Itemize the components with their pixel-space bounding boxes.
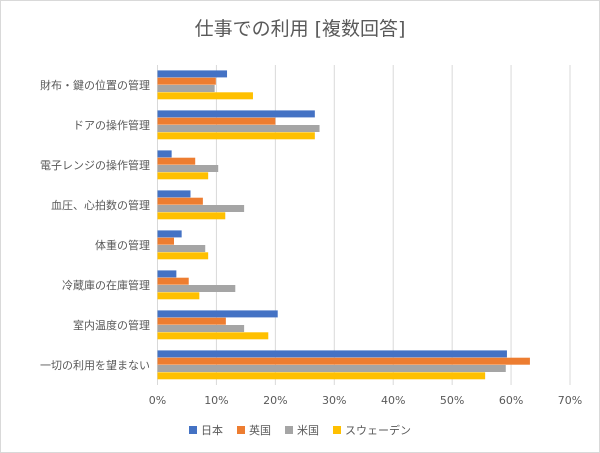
category-label: 財布・鍵の位置の管理 — [40, 78, 150, 92]
bar-米国 — [157, 285, 236, 292]
bar-日本 — [157, 270, 177, 278]
bar-英国 — [157, 317, 226, 325]
bar-スウェーデン — [157, 372, 486, 380]
bar-米国 — [157, 245, 206, 252]
bar-米国 — [157, 365, 506, 372]
bar-英国 — [157, 277, 189, 285]
bar-スウェーデン — [157, 292, 200, 300]
bar-米国 — [157, 325, 245, 332]
bar-スウェーデン — [157, 212, 226, 220]
legend-item: 英国 — [237, 422, 271, 438]
category-label: 体重の管理 — [95, 238, 150, 252]
bar-英国 — [157, 117, 276, 125]
bar-米国 — [157, 165, 219, 172]
bar-日本 — [157, 190, 191, 198]
category-label: 電子レンジの操作管理 — [40, 158, 150, 172]
bar-スウェーデン — [157, 172, 209, 180]
bar-英国 — [157, 157, 196, 165]
category-label: 一切の利用を望まない — [40, 359, 150, 372]
bar-日本 — [157, 150, 172, 158]
bar-米国 — [157, 205, 245, 212]
bar-米国 — [157, 85, 215, 92]
bar-スウェーデン — [157, 332, 269, 340]
bar-日本 — [157, 110, 315, 118]
legend-swatch — [189, 426, 197, 434]
legend-label: 英国 — [249, 424, 271, 437]
x-tick-label: 10% — [204, 394, 228, 407]
legend-item: 日本 — [189, 422, 223, 438]
x-tick-label: 50% — [440, 394, 464, 407]
x-tick-label: 0% — [149, 394, 166, 407]
category-label: 血圧、心拍数の管理 — [51, 198, 150, 212]
legend-item: 米国 — [285, 422, 319, 438]
legend-label: スウェーデン — [345, 424, 411, 437]
bar-スウェーデン — [157, 92, 253, 100]
bar-日本 — [157, 310, 278, 318]
bar-米国 — [157, 125, 320, 132]
x-tick-label: 30% — [322, 394, 346, 407]
bar-英国 — [157, 77, 216, 85]
bar-スウェーデン — [157, 132, 315, 140]
bar-英国 — [157, 357, 530, 365]
x-tick-label: 20% — [263, 394, 287, 407]
legend: 日本 英国 米国 スウェーデン — [0, 422, 600, 438]
x-tick-label: 70% — [558, 394, 582, 407]
bar-スウェーデン — [157, 252, 209, 260]
x-tick-label: 40% — [381, 394, 405, 407]
legend-item: スウェーデン — [333, 422, 411, 438]
bar-英国 — [157, 197, 203, 205]
category-label: ドアの操作管理 — [73, 118, 150, 132]
bar-日本 — [157, 230, 182, 238]
category-label: 冷蔵庫の在庫管理 — [62, 278, 150, 292]
legend-swatch — [333, 426, 341, 434]
legend-swatch — [285, 426, 293, 434]
chart-title: 仕事での利用 [複数回答] — [194, 18, 406, 40]
x-tick-label: 60% — [499, 394, 523, 407]
legend-label: 米国 — [297, 424, 319, 437]
category-label: 室内温度の管理 — [73, 318, 150, 332]
legend-label: 日本 — [201, 424, 223, 437]
bar-日本 — [157, 350, 507, 358]
legend-swatch — [237, 426, 245, 434]
bar-英国 — [157, 237, 174, 245]
bar-日本 — [157, 70, 228, 78]
